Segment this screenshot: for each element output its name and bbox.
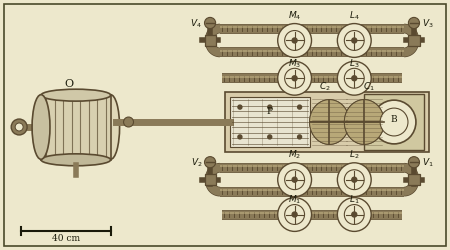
Circle shape — [344, 68, 364, 88]
Circle shape — [292, 177, 297, 182]
Circle shape — [278, 163, 311, 196]
Ellipse shape — [41, 89, 111, 101]
Text: O: O — [64, 79, 73, 89]
Polygon shape — [310, 100, 349, 122]
Text: $L_3$: $L_3$ — [349, 57, 360, 70]
Text: B: B — [391, 115, 397, 124]
Circle shape — [285, 204, 305, 225]
Polygon shape — [310, 100, 349, 122]
Circle shape — [297, 135, 302, 139]
Circle shape — [11, 119, 27, 135]
Circle shape — [285, 30, 305, 50]
Circle shape — [344, 30, 364, 50]
Text: $M_4$: $M_4$ — [288, 10, 302, 22]
Bar — [204, 174, 216, 185]
Polygon shape — [310, 122, 349, 144]
Circle shape — [338, 61, 371, 95]
Text: $V_3$: $V_3$ — [422, 18, 433, 30]
Text: $C_1$: $C_1$ — [363, 80, 375, 93]
Polygon shape — [344, 100, 384, 122]
Polygon shape — [344, 122, 384, 144]
Circle shape — [352, 212, 357, 217]
Text: $V_2$: $V_2$ — [190, 157, 202, 169]
Bar — [225, 92, 429, 152]
Circle shape — [285, 68, 305, 88]
Circle shape — [292, 212, 297, 217]
Circle shape — [268, 135, 272, 139]
Circle shape — [238, 105, 242, 109]
Bar — [409, 35, 419, 46]
Polygon shape — [344, 122, 384, 144]
Circle shape — [409, 18, 419, 28]
Text: $L_2$: $L_2$ — [349, 149, 360, 161]
Circle shape — [278, 24, 311, 58]
Polygon shape — [344, 100, 384, 122]
Circle shape — [238, 135, 242, 139]
Circle shape — [344, 170, 364, 190]
Circle shape — [338, 198, 371, 232]
Polygon shape — [310, 122, 349, 144]
Circle shape — [204, 18, 216, 28]
Text: P: P — [267, 107, 273, 116]
Circle shape — [338, 163, 371, 196]
Circle shape — [352, 177, 357, 182]
Circle shape — [278, 198, 311, 232]
Circle shape — [409, 156, 419, 168]
Text: $M_3$: $M_3$ — [288, 57, 301, 70]
Text: $L_1$: $L_1$ — [349, 194, 360, 206]
Ellipse shape — [41, 154, 111, 166]
Circle shape — [297, 105, 302, 109]
Ellipse shape — [102, 95, 120, 159]
Text: $V_4$: $V_4$ — [190, 18, 202, 30]
Circle shape — [285, 170, 305, 190]
Text: $M_2$: $M_2$ — [288, 149, 301, 161]
Text: $L_4$: $L_4$ — [349, 10, 360, 22]
Text: $C_2$: $C_2$ — [319, 80, 330, 93]
Text: $M_1$: $M_1$ — [288, 194, 301, 206]
Circle shape — [268, 105, 272, 109]
Bar — [41, 95, 111, 160]
Circle shape — [292, 38, 297, 43]
Bar — [409, 174, 419, 185]
Circle shape — [15, 123, 23, 131]
Circle shape — [338, 24, 371, 58]
Circle shape — [352, 76, 357, 81]
Bar — [204, 35, 216, 46]
Circle shape — [352, 38, 357, 43]
Circle shape — [204, 156, 216, 168]
Bar — [364, 94, 424, 150]
Text: 40 cm: 40 cm — [52, 234, 80, 243]
Bar — [230, 97, 310, 147]
Circle shape — [344, 204, 364, 225]
Text: $V_1$: $V_1$ — [422, 157, 433, 169]
Circle shape — [292, 76, 297, 81]
Circle shape — [380, 108, 408, 136]
Circle shape — [278, 61, 311, 95]
Ellipse shape — [32, 95, 50, 159]
Circle shape — [372, 100, 416, 144]
Circle shape — [124, 117, 134, 127]
